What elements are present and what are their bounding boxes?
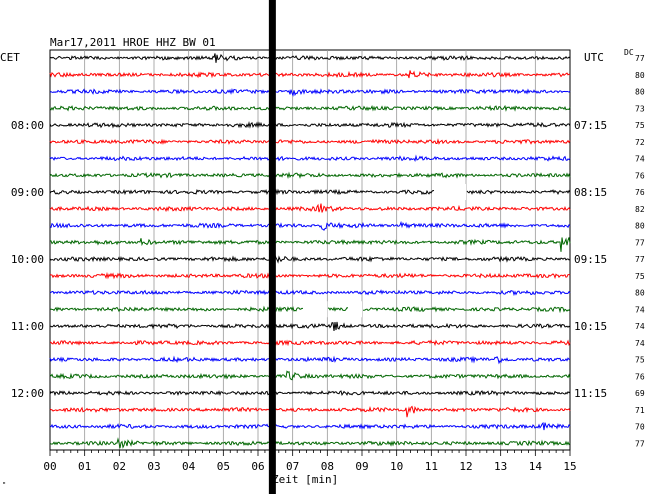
grid	[49, 49, 571, 456]
trace-row-7	[49, 154, 571, 163]
trace-row-16	[49, 305, 571, 314]
dc-value: 75	[635, 356, 645, 365]
x-tick-label: 06	[251, 460, 264, 473]
trace-row-18	[49, 339, 571, 347]
dc-value: 75	[635, 272, 645, 281]
dropout-marker	[268, 0, 276, 494]
trace-row-2	[49, 70, 571, 79]
left-time-label: 12:00	[11, 387, 44, 400]
dc-value: 80	[635, 222, 645, 231]
dc-value: 74	[635, 155, 645, 164]
x-tick-label: 03	[147, 460, 160, 473]
trace-row-17	[50, 321, 571, 331]
x-tick-label: 14	[529, 460, 543, 473]
trace-row-24	[49, 437, 571, 449]
dc-value: 77	[635, 255, 645, 264]
trace-row-4	[49, 104, 571, 112]
trace-row-21	[49, 390, 571, 397]
trace-row-19	[49, 355, 571, 365]
dc-value: 70	[635, 423, 645, 432]
dc-value: 77	[635, 54, 645, 63]
dc-value: 80	[635, 88, 645, 97]
x-tick-label: 04	[182, 460, 196, 473]
x-tick-label: 08	[321, 460, 334, 473]
trace-row-8	[49, 171, 571, 180]
trace-row-3	[49, 87, 571, 97]
left-time-label: 08:00	[11, 119, 44, 132]
dc-value: 76	[635, 188, 645, 197]
dc-value: 77	[635, 238, 645, 247]
dropout-marker-bar	[268, 0, 276, 494]
x-axis-label: Zeit [min]	[272, 473, 338, 486]
trace-row-13	[49, 253, 571, 264]
dc-value: 72	[635, 138, 645, 147]
dc-value: 82	[635, 205, 645, 214]
x-tick-label: 11	[425, 460, 438, 473]
trace-row-12	[49, 237, 571, 252]
trace-row-22	[49, 405, 571, 418]
data-gap	[303, 301, 328, 318]
dc-value: 75	[635, 121, 645, 130]
dc-value: 80	[635, 71, 645, 80]
dc-value: 76	[635, 372, 645, 381]
trace-row-9	[49, 188, 571, 196]
dc-value: 74	[635, 339, 645, 348]
dc-value: 74	[635, 322, 645, 331]
left-timezone-label: CET	[0, 51, 20, 64]
trace-row-10	[49, 203, 571, 213]
data-gaps	[303, 184, 466, 318]
dc-value: 74	[635, 305, 645, 314]
trace-row-1	[49, 53, 571, 63]
dc-value: 76	[635, 171, 645, 180]
x-tick-label: 12	[459, 460, 472, 473]
left-time-label: 11:00	[11, 320, 44, 333]
chart-title: Mar17,2011 HROE HHZ BW 01	[50, 36, 216, 49]
right-time-label: 07:15	[574, 119, 607, 132]
right-timezone-label: UTC	[584, 51, 604, 64]
left-time-label: 10:00	[11, 253, 44, 266]
data-gap	[348, 301, 362, 318]
data-gap	[434, 184, 466, 200]
x-tick-label: 05	[217, 460, 230, 473]
x-tick-label: 09	[355, 460, 368, 473]
trace-row-20	[49, 370, 571, 381]
x-tick-label: 07	[286, 460, 299, 473]
trace-row-6	[49, 138, 571, 145]
trace-row-15	[49, 289, 571, 297]
labels: 00 01 02 03 04 05 06 07 08 09 10 11 12 13 14 15 08:00 09:…	[11, 54, 645, 473]
dc-value: 73	[635, 104, 645, 113]
x-tick-label: 00	[43, 460, 56, 473]
x-tick-label: 13	[494, 460, 507, 473]
dc-header-label: DC	[624, 48, 634, 57]
x-tick-label: 02	[113, 460, 126, 473]
dc-value: 69	[635, 389, 645, 398]
x-tick-label: 15	[563, 460, 576, 473]
x-tick-label: 10	[390, 460, 403, 473]
right-time-label: 08:15	[574, 186, 607, 199]
corner-mark: "	[2, 481, 6, 489]
right-time-label: 10:15	[574, 320, 607, 333]
trace-row-23	[49, 421, 571, 431]
dc-value: 71	[635, 406, 645, 415]
dc-value: 80	[635, 289, 645, 298]
trace-row-5	[49, 121, 571, 129]
trace-row-14	[49, 271, 571, 280]
left-time-label: 09:00	[11, 186, 44, 199]
trace-row-11	[49, 220, 571, 231]
dc-value: 77	[635, 439, 645, 448]
right-time-label: 11:15	[574, 387, 607, 400]
right-time-label: 09:15	[574, 253, 607, 266]
seismic-traces	[49, 53, 571, 449]
x-tick-label: 01	[78, 460, 91, 473]
